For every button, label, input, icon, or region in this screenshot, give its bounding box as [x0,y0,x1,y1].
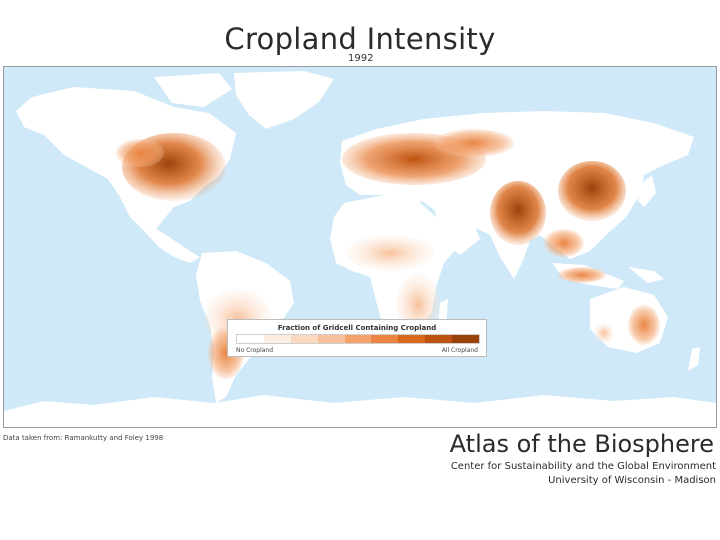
legend-swatch-7 [425,335,453,343]
atlas-title: Atlas of the Biosphere [449,430,714,458]
cropland-india [490,181,546,245]
cropland-west-australia [594,323,614,343]
legend-swatch-2 [290,335,318,343]
arctic-islands-landmass [154,73,232,107]
atlas-university: University of Wisconsin - Madison [548,475,716,486]
cropland-east-australia [628,305,660,345]
japan-landmass [638,175,656,207]
legend-swatch-6 [398,335,426,343]
legend-high-label: All Cropland [441,347,478,354]
legend-title: Fraction of Gridcell Containing Cropland [277,324,437,332]
atlas-subtitle: Center for Sustainability and the Global… [450,461,716,472]
cropland-southeast-asia [544,229,584,257]
greenland-landmass [234,71,334,129]
cropland-sahel [346,235,434,271]
antarctica-landmass [4,395,716,427]
legend-swatch-1 [263,335,291,343]
world-map-svg [4,67,716,427]
legend: Fraction of Gridcell Containing Cropland… [227,319,487,357]
cropland-china [558,161,626,221]
legend-color-bar [236,334,480,344]
data-source-note: Data taken from: Ramankutty and Foley 19… [3,434,164,442]
legend-swatch-3 [317,335,345,343]
legend-swatch-8 [452,335,480,343]
legend-low-label: No Cropland [236,347,274,354]
new-zealand-landmass [688,347,700,371]
cropland-indonesia [558,267,606,283]
map-year: 1992 [348,53,374,64]
world-map [3,66,717,428]
cropland-kazakhstan [434,129,514,157]
cropland-canada-prairies [116,139,164,167]
new-guinea-landmass [628,267,664,283]
legend-swatch-0 [237,335,264,343]
legend-swatch-5 [371,335,399,343]
legend-swatch-4 [344,335,372,343]
map-title: Cropland Intensity [224,22,496,56]
